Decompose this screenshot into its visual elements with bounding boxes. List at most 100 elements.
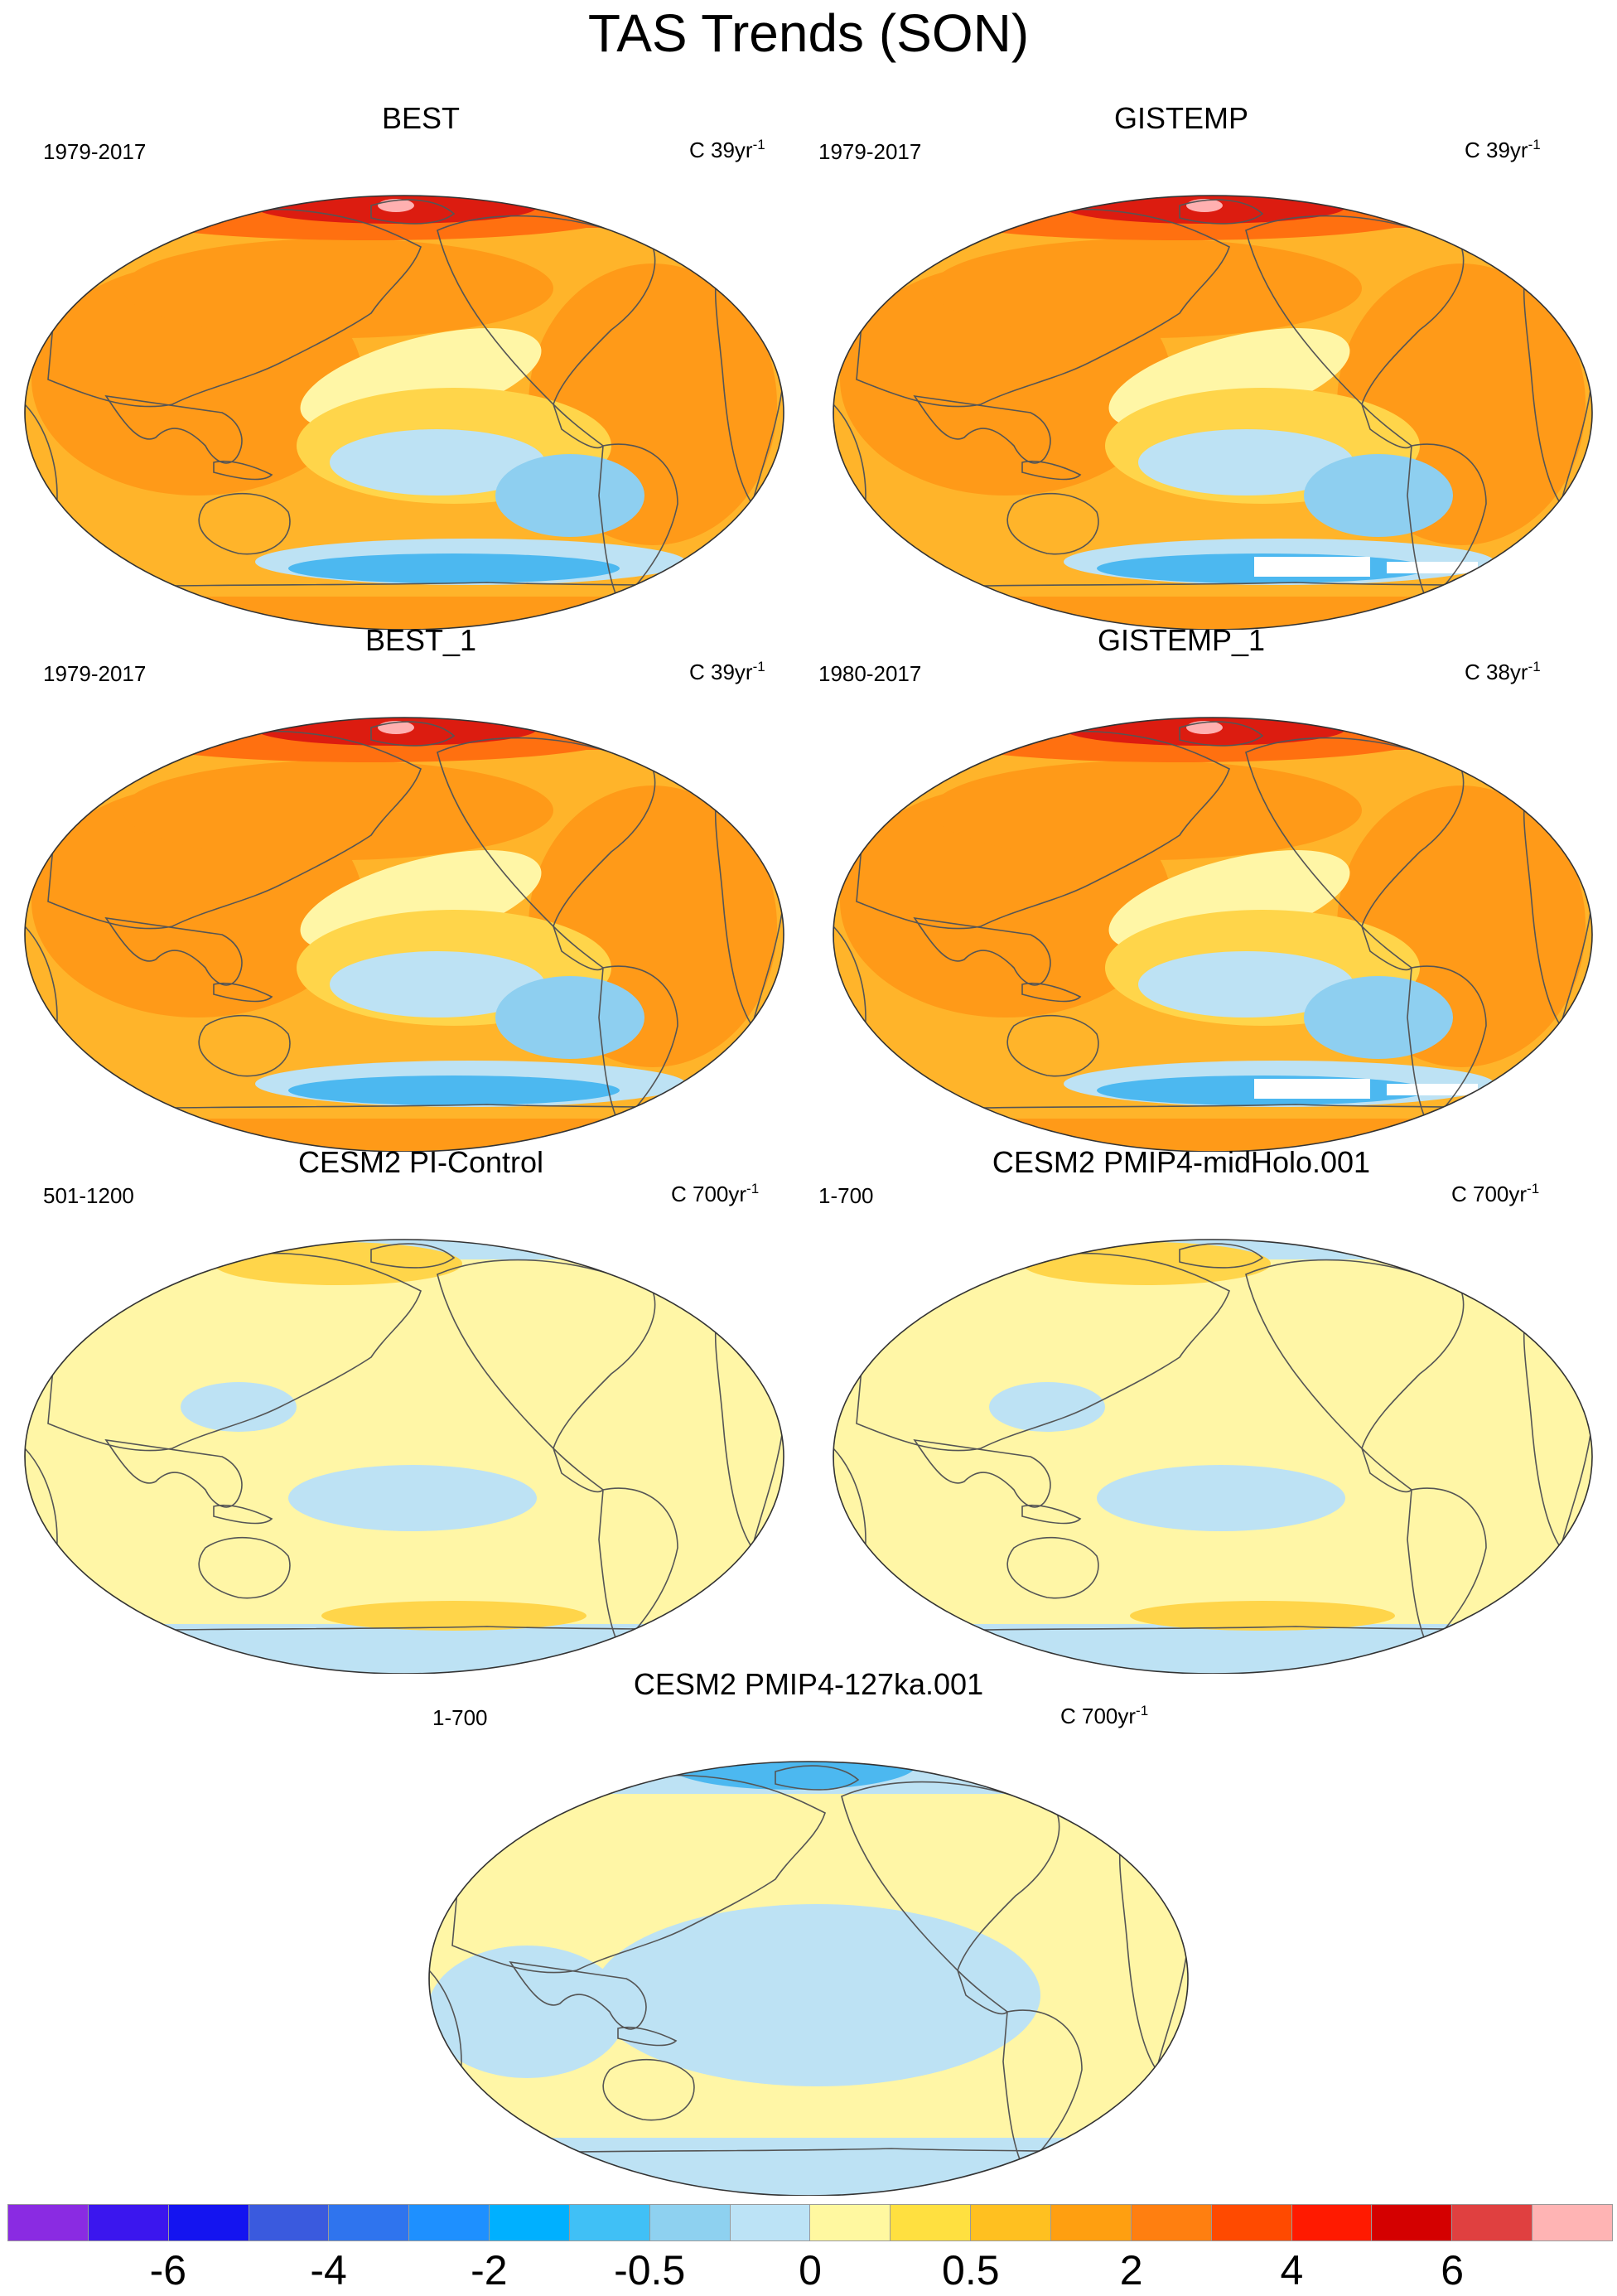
units-exponent: -1 <box>1527 1181 1540 1196</box>
missing-data <box>1254 557 1370 577</box>
cool-region <box>429 2138 1188 2196</box>
cold-band <box>288 553 620 583</box>
colorbar-tick-label: -4 <box>310 2247 347 2294</box>
cool-region <box>429 1946 626 2078</box>
missing-data <box>1387 562 1478 573</box>
missing-data <box>1254 1079 1370 1099</box>
panel-title: GISTEMP <box>1113 101 1249 135</box>
coastline-5 <box>1245 1259 1465 1450</box>
field-base <box>25 1240 784 1674</box>
coastline-7 <box>1407 1487 1487 1649</box>
arctic-band <box>833 718 1592 729</box>
warm-region <box>931 239 1362 338</box>
map-best-1 <box>24 717 784 1152</box>
colorbar-box <box>490 2204 570 2241</box>
units-exponent: -1 <box>746 1181 760 1196</box>
colorbar-tick-label: 2 <box>1119 2247 1143 2294</box>
map-border <box>24 1239 784 1674</box>
coastline-3 <box>602 2058 695 2121</box>
colorbar-box <box>7 2204 89 2241</box>
panel-units: C 700yr-1 <box>1451 1177 1539 1206</box>
panel-units: C 39yr-1 <box>1465 133 1541 162</box>
colorbar-box <box>569 2204 650 2241</box>
coastline-5 <box>1245 737 1465 928</box>
cool-region <box>989 1382 1105 1432</box>
coastline-5 <box>1245 215 1465 406</box>
coastline-1 <box>913 916 1051 986</box>
map-panel-gistemp: GISTEMP 1979-2017 C 39yr-1 <box>808 83 1617 630</box>
units-exponent: -1 <box>752 659 765 674</box>
panel-period: 1979-2017 <box>43 139 147 164</box>
map-cesm2-pi-control <box>24 1239 784 1674</box>
coastline-3 <box>198 1536 291 1599</box>
coastline-7 <box>1002 2009 1083 2171</box>
map-field <box>25 718 784 1152</box>
colorbar-tick-label: -2 <box>471 2247 508 2294</box>
neutral-region <box>659 1794 858 1835</box>
colorbar-box <box>891 2204 972 2241</box>
units-text: C 700yr <box>1060 1704 1137 1728</box>
colorbar-box <box>1131 2204 1212 2241</box>
units-text: C 700yr <box>1451 1182 1528 1206</box>
cool-region <box>1138 951 1354 1017</box>
map-border <box>428 1761 1189 2196</box>
coastline-5 <box>437 1259 656 1450</box>
panel-units: C 700yr-1 <box>671 1177 759 1206</box>
map-field <box>833 718 1592 1152</box>
panel-title: CESM2 PI-Control <box>297 1145 544 1179</box>
cool-region <box>181 1382 297 1432</box>
missing-data <box>1387 1084 1478 1095</box>
colorbar-box <box>329 2204 410 2241</box>
coastline-7 <box>598 965 678 1127</box>
panel-period: 1979-2017 <box>43 661 147 686</box>
cool-region <box>593 1904 1040 2086</box>
warm-region <box>1022 1242 1271 1285</box>
colorbar-box <box>168 2204 249 2241</box>
map-panel-cesm2-127ka: CESM2 PMIP4-127ka.001 1-700 C 700yr-1 <box>404 1649 1213 2196</box>
cool-region <box>1304 976 1453 1059</box>
coastline-2 <box>617 2026 678 2047</box>
units-exponent: -1 <box>1528 137 1541 152</box>
map-field <box>25 1240 784 1674</box>
panel-period: 1-700 <box>818 1183 874 1208</box>
warm-region <box>1130 1601 1395 1631</box>
coastline-1 <box>913 394 1051 464</box>
coastline-2 <box>1021 460 1082 481</box>
cool-region <box>1138 429 1354 495</box>
map-field <box>25 196 784 630</box>
figure-title: TAS Trends (SON) <box>587 3 1030 63</box>
colorbar-box <box>730 2204 811 2241</box>
coastline-7 <box>598 443 678 605</box>
colorbar-box <box>1533 2204 1613 2241</box>
coastline-9 <box>1179 721 1264 747</box>
colorbar-box <box>1211 2204 1292 2241</box>
arctic-band <box>833 196 1592 207</box>
warm-region <box>321 1601 586 1631</box>
panel-period: 501-1200 <box>43 1183 134 1208</box>
colorbar-tick-label: 4 <box>1280 2247 1304 2294</box>
map-panel-cesm2-midholo: CESM2 PMIP4-midHolo.001 1-700 C 700yr-1 <box>808 1127 1617 1674</box>
map-border <box>24 717 784 1152</box>
units-exponent: -1 <box>752 137 765 152</box>
coastline-9 <box>1179 199 1264 225</box>
cool-region <box>330 951 545 1017</box>
coastline-9 <box>370 1243 456 1269</box>
coastline-7 <box>1407 965 1487 1127</box>
colorbar-box <box>1291 2204 1373 2241</box>
colorbar <box>7 2204 1613 2241</box>
coastline-3 <box>1006 492 1099 555</box>
coastline-3 <box>1006 1536 1099 1599</box>
colorbar-box <box>249 2204 330 2241</box>
warm-region <box>931 761 1362 860</box>
map-field <box>833 1240 1592 1674</box>
map-border <box>833 195 1593 630</box>
panel-units: C 38yr-1 <box>1465 655 1541 684</box>
units-text: C 700yr <box>671 1182 747 1206</box>
map-panel-best: BEST 1979-2017 C 39yr-1 <box>0 83 808 630</box>
coastline-1 <box>913 1438 1051 1508</box>
coastline-9 <box>1179 1243 1264 1269</box>
cool-region <box>330 429 545 495</box>
coastline-2 <box>1021 982 1082 1003</box>
units-exponent: -1 <box>1136 1703 1149 1718</box>
coastline-5 <box>437 215 656 406</box>
